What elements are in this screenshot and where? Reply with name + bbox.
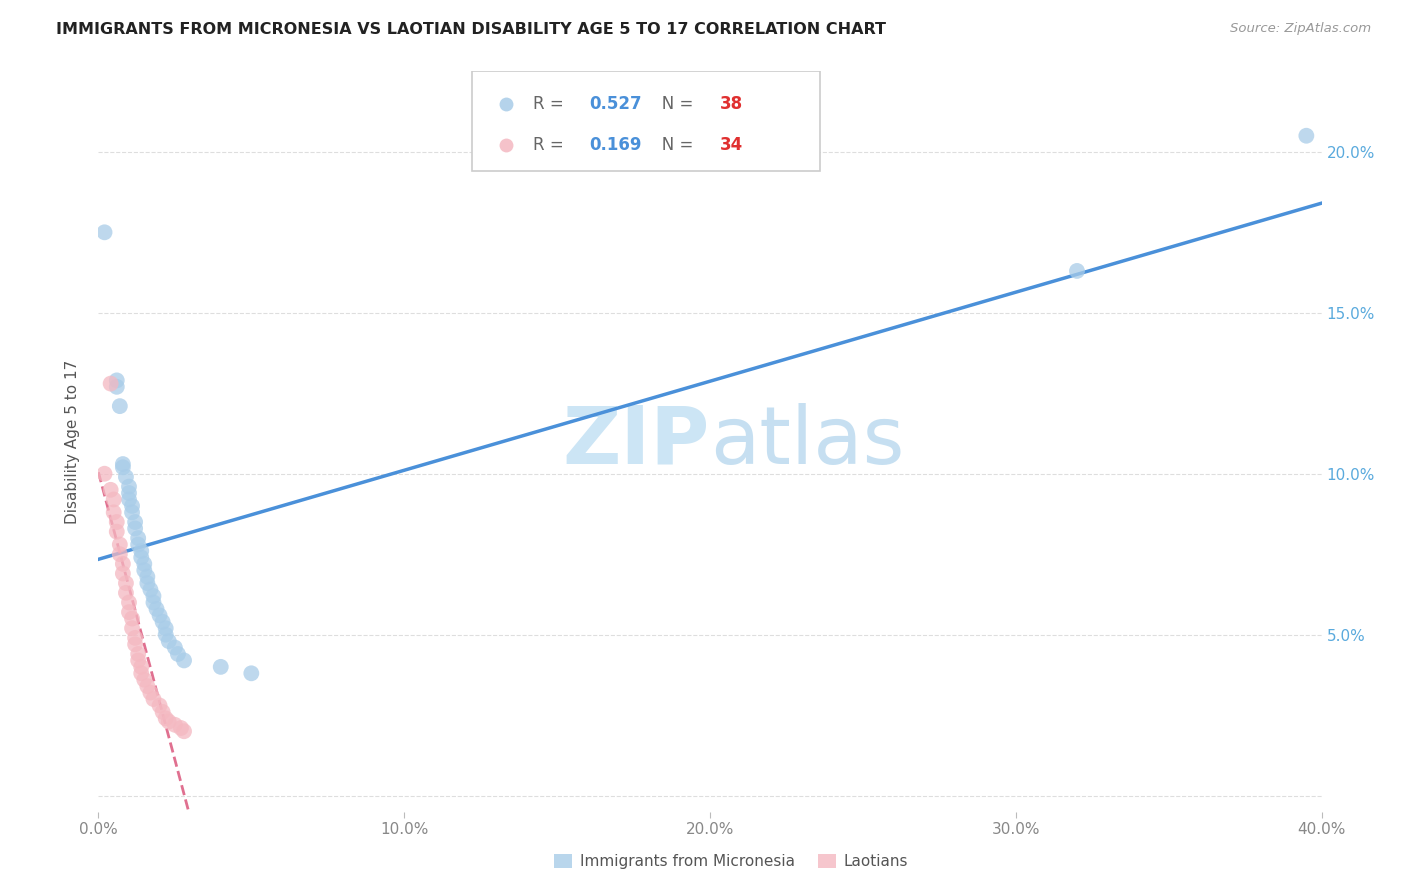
Point (93, 225, 115, 239)
Point (124, 515, 146, 529)
Point (134, 673, 156, 687)
Point (118, 486, 141, 500)
Point (163, 718, 186, 732)
Point (142, 692, 165, 706)
Point (115, 470, 138, 484)
Text: N =: N = (647, 136, 699, 154)
Point (145, 602, 167, 616)
Point (134, 563, 156, 577)
Point (136, 570, 159, 584)
Point (118, 605, 141, 619)
Point (118, 595, 141, 609)
Point (103, 505, 125, 519)
Point (142, 595, 165, 609)
Text: ZIP: ZIP (562, 402, 710, 481)
Text: R =: R = (533, 95, 568, 113)
Point (1295, 128, 1317, 143)
Text: 38: 38 (720, 95, 742, 113)
Text: IMMIGRANTS FROM MICRONESIA VS LAOTIAN DISABILITY AGE 5 TO 17 CORRELATION CHART: IMMIGRANTS FROM MICRONESIA VS LAOTIAN DI… (56, 22, 886, 37)
Point (157, 714, 180, 729)
FancyBboxPatch shape (471, 71, 820, 171)
Point (100, 483, 122, 497)
Point (111, 457, 134, 471)
Point (100, 376, 122, 391)
Point (108, 537, 131, 551)
Point (118, 480, 141, 494)
Point (173, 724, 195, 739)
Point (129, 666, 152, 681)
Point (129, 544, 152, 558)
Point (108, 399, 131, 413)
Point (124, 631, 146, 645)
Point (163, 640, 186, 655)
Point (115, 586, 138, 600)
Point (155, 621, 177, 635)
Point (136, 679, 159, 693)
Point (105, 515, 128, 529)
Text: Source: ZipAtlas.com: Source: ZipAtlas.com (1230, 22, 1371, 36)
Point (105, 373, 128, 387)
Point (139, 685, 162, 699)
Point (127, 537, 149, 551)
Point (118, 492, 141, 507)
Point (111, 460, 134, 475)
Point (209, 660, 232, 674)
Point (136, 576, 159, 591)
Point (152, 615, 174, 629)
Point (155, 711, 177, 725)
Text: N =: N = (647, 95, 699, 113)
Point (149, 608, 172, 623)
Point (105, 380, 128, 394)
Point (103, 492, 125, 507)
Point (124, 637, 146, 651)
Point (105, 524, 128, 539)
Point (121, 611, 143, 625)
Text: 0.169: 0.169 (589, 136, 641, 154)
Point (170, 721, 193, 735)
Point (129, 660, 152, 674)
Point (129, 550, 152, 565)
Point (1066, 264, 1088, 278)
Point (240, 666, 263, 681)
Point (127, 647, 149, 661)
Point (173, 653, 195, 667)
Text: 0.527: 0.527 (589, 95, 641, 113)
Point (155, 628, 177, 642)
Y-axis label: Disability Age 5 to 17: Disability Age 5 to 17 (65, 359, 80, 524)
Point (134, 557, 156, 571)
Point (121, 621, 143, 635)
Point (121, 499, 143, 513)
Point (93, 467, 115, 481)
Text: 34: 34 (720, 136, 742, 154)
Text: R =: R = (533, 136, 568, 154)
Point (127, 531, 149, 545)
Point (111, 566, 134, 581)
Point (152, 705, 174, 719)
Point (157, 634, 180, 648)
Point (111, 557, 134, 571)
Point (142, 589, 165, 603)
Point (115, 576, 138, 591)
Point (139, 582, 162, 597)
Point (149, 698, 172, 713)
Point (124, 521, 146, 535)
Point (108, 547, 131, 561)
Point (167, 647, 190, 661)
Point (127, 653, 149, 667)
Text: atlas: atlas (710, 402, 904, 481)
Point (121, 505, 143, 519)
Legend: Immigrants from Micronesia, Laotians: Immigrants from Micronesia, Laotians (548, 848, 914, 875)
